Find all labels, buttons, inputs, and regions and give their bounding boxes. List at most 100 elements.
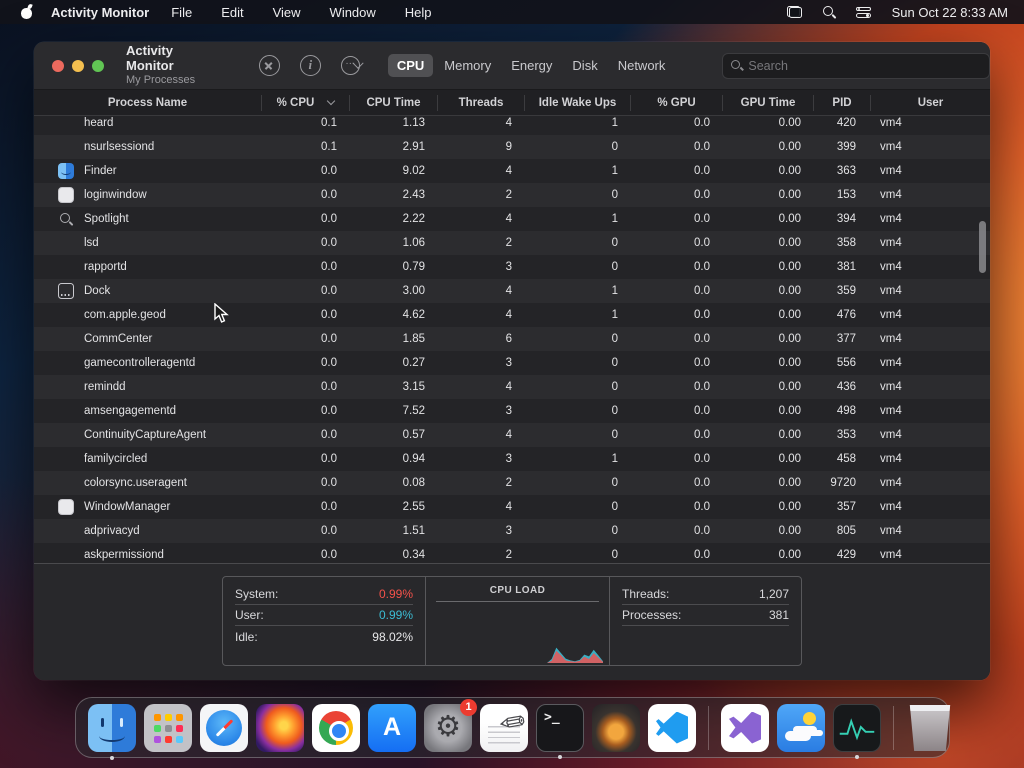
table-row[interactable]: gamecontrolleragentd 0.0 0.27 3 0 0.0 0.… xyxy=(34,351,990,375)
process-table: heard 0.1 1.13 4 1 0.0 0.00 420 vm4 nsur… xyxy=(34,116,990,563)
menu-file[interactable]: File xyxy=(171,4,193,20)
menubar-app-name[interactable]: Activity Monitor xyxy=(51,4,150,20)
dock-divider xyxy=(893,705,894,750)
title-bar[interactable]: Activity Monitor My Processes CPU Memory E… xyxy=(34,42,990,90)
table-row[interactable]: adprivacyd 0.0 1.51 3 0 0.0 0.00 805 vm4 xyxy=(34,519,990,543)
gpu-cell: 0.0 xyxy=(694,453,710,465)
quit-process-button[interactable] xyxy=(258,55,280,76)
table-row[interactable]: colorsync.useragent 0.0 0.08 2 0 0.0 0.0… xyxy=(34,471,990,495)
chrome-dock-icon[interactable] xyxy=(312,703,360,752)
user-cell: vm4 xyxy=(880,165,902,177)
safari-dock-icon[interactable] xyxy=(200,703,248,752)
column-pid[interactable]: PID xyxy=(813,94,870,111)
column-user[interactable]: User xyxy=(870,94,990,111)
tab-energy[interactable]: Energy xyxy=(511,58,553,73)
column-cpu-time[interactable]: CPU Time xyxy=(349,94,437,111)
system-settings-dock-icon[interactable]: 1 xyxy=(424,698,477,752)
process-name-cell: Spotlight xyxy=(34,211,261,227)
tab-network[interactable]: Network xyxy=(617,58,666,73)
close-window-button[interactable] xyxy=(52,59,64,72)
gpu-time-cell: 0.00 xyxy=(778,117,801,129)
cpu-cell: 0.0 xyxy=(321,261,337,273)
table-row[interactable]: CommCenter 0.0 1.85 6 0 0.0 0.00 377 vm4 xyxy=(34,327,990,351)
tab-disk[interactable]: Disk xyxy=(572,58,598,73)
weather-dock-icon[interactable] xyxy=(777,703,825,752)
table-row[interactable]: heard 0.1 1.13 4 1 0.0 0.00 420 vm4 xyxy=(34,116,990,135)
pid-cell: 420 xyxy=(836,117,856,129)
spotlight-search-icon[interactable] xyxy=(822,6,835,18)
vertical-scrollbar[interactable] xyxy=(979,221,986,273)
textedit-dock-icon[interactable] xyxy=(480,703,528,752)
stacked-windows-icon[interactable] xyxy=(786,6,802,18)
menu-help[interactable]: Help xyxy=(404,4,432,20)
garageband-dock-icon[interactable] xyxy=(592,703,640,752)
process-name-cell: askpermissiond xyxy=(84,549,164,561)
terminal-dock-icon[interactable] xyxy=(536,703,584,759)
pid-cell: 399 xyxy=(836,141,856,153)
gpu-time-cell: 0.00 xyxy=(778,213,801,225)
menubar-menus: File Edit View Window Help xyxy=(171,5,431,20)
zoom-window-button[interactable] xyxy=(92,59,104,72)
column-idle-wake-ups[interactable]: Idle Wake Ups xyxy=(524,94,630,111)
table-row[interactable]: amsengagementd 0.0 7.52 3 0 0.0 0.00 498… xyxy=(34,399,990,423)
process-name-cell: colorsync.useragent xyxy=(84,477,187,489)
inspect-process-button[interactable] xyxy=(299,55,321,76)
menubar-clock[interactable]: Sun Oct 22 8:33 AM xyxy=(891,4,1008,20)
process-name-cell: Dock xyxy=(34,283,261,299)
user-cell: vm4 xyxy=(880,237,902,249)
column-gpu[interactable]: % GPU xyxy=(630,94,722,111)
cpu-time-cell: 2.91 xyxy=(402,141,425,153)
cpu-time-cell: 0.08 xyxy=(402,477,425,489)
minimize-window-button[interactable] xyxy=(72,59,84,72)
gpu-cell: 0.0 xyxy=(694,141,710,153)
table-row[interactable]: loginwindow 0.0 2.43 2 0 0.0 0.00 153 vm… xyxy=(34,183,990,207)
apple-menu-icon[interactable] xyxy=(20,6,33,19)
idle-wake-ups-cell: 0 xyxy=(611,381,618,393)
table-row[interactable]: remindd 0.0 3.15 4 0 0.0 0.00 436 vm4 xyxy=(34,375,990,399)
column-threads[interactable]: Threads xyxy=(437,94,524,111)
app-store-dock-icon[interactable] xyxy=(368,703,416,752)
gpu-time-cell: 0.00 xyxy=(778,357,801,369)
visual-studio-dock-icon[interactable] xyxy=(721,703,769,752)
table-row[interactable]: nsurlsessiond 0.1 2.91 9 0 0.0 0.00 399 … xyxy=(34,135,990,159)
menu-view[interactable]: View xyxy=(272,4,301,20)
vscode-dock-icon[interactable] xyxy=(648,703,696,752)
cpu-load-title: CPU LOAD xyxy=(489,585,546,596)
threads-cell: 4 xyxy=(505,501,512,513)
user-cell: vm4 xyxy=(880,213,902,225)
table-row[interactable]: rapportd 0.0 0.79 3 0 0.0 0.00 381 vm4 xyxy=(34,255,990,279)
table-row[interactable]: Dock 0.0 3.00 4 1 0.0 0.00 359 vm4 xyxy=(34,279,990,303)
table-row[interactable]: familycircled 0.0 0.94 3 1 0.0 0.00 458 … xyxy=(34,447,990,471)
threads-cell: 3 xyxy=(505,357,512,369)
table-row[interactable]: Spotlight 0.0 2.22 4 1 0.0 0.00 394 vm4 xyxy=(34,207,990,231)
table-row[interactable]: lsd 0.0 1.06 2 0 0.0 0.00 358 vm4 xyxy=(34,231,990,255)
pid-cell: 358 xyxy=(836,237,856,249)
column-gpu-time[interactable]: GPU Time xyxy=(722,94,813,111)
menu-window[interactable]: Window xyxy=(329,4,376,20)
app-window-icon xyxy=(58,187,74,203)
finder-dock-icon[interactable] xyxy=(88,703,136,760)
table-row[interactable]: com.apple.geod 0.0 4.62 4 1 0.0 0.00 476… xyxy=(34,303,990,327)
threads-cell: 2 xyxy=(505,549,512,561)
tab-cpu[interactable]: CPU xyxy=(387,54,434,77)
activity-monitor-dock-icon[interactable] xyxy=(833,703,881,759)
launchpad-dock-icon[interactable] xyxy=(144,703,192,752)
tab-memory[interactable]: Memory xyxy=(444,58,492,73)
table-row[interactable]: ContinuityCaptureAgent 0.0 0.57 4 0 0.0 … xyxy=(34,423,990,447)
column-cpu[interactable]: % CPU xyxy=(261,94,349,111)
control-center-icon[interactable] xyxy=(855,6,871,18)
firefox-dock-icon[interactable] xyxy=(256,703,304,752)
table-row[interactable]: WindowManager 0.0 2.55 4 0 0.0 0.00 357 … xyxy=(34,495,990,519)
trash-dock-icon[interactable] xyxy=(909,704,951,752)
column-process-name[interactable]: Process Name xyxy=(107,96,188,109)
cpu-cell: 0.0 xyxy=(321,501,337,513)
process-name-cell: loginwindow xyxy=(34,187,261,203)
more-options-button[interactable] xyxy=(340,56,360,75)
gpu-time-cell: 0.00 xyxy=(778,333,801,345)
table-row[interactable]: askpermissiond 0.0 0.34 2 0 0.0 0.00 429… xyxy=(34,543,990,563)
table-row[interactable]: Finder 0.0 9.02 4 1 0.0 0.00 363 vm4 xyxy=(34,159,990,183)
menu-edit[interactable]: Edit xyxy=(221,4,244,20)
idle-wake-ups-cell: 0 xyxy=(611,549,618,561)
search-input[interactable]: Search xyxy=(722,52,990,79)
idle-wake-ups-cell: 1 xyxy=(611,117,618,129)
